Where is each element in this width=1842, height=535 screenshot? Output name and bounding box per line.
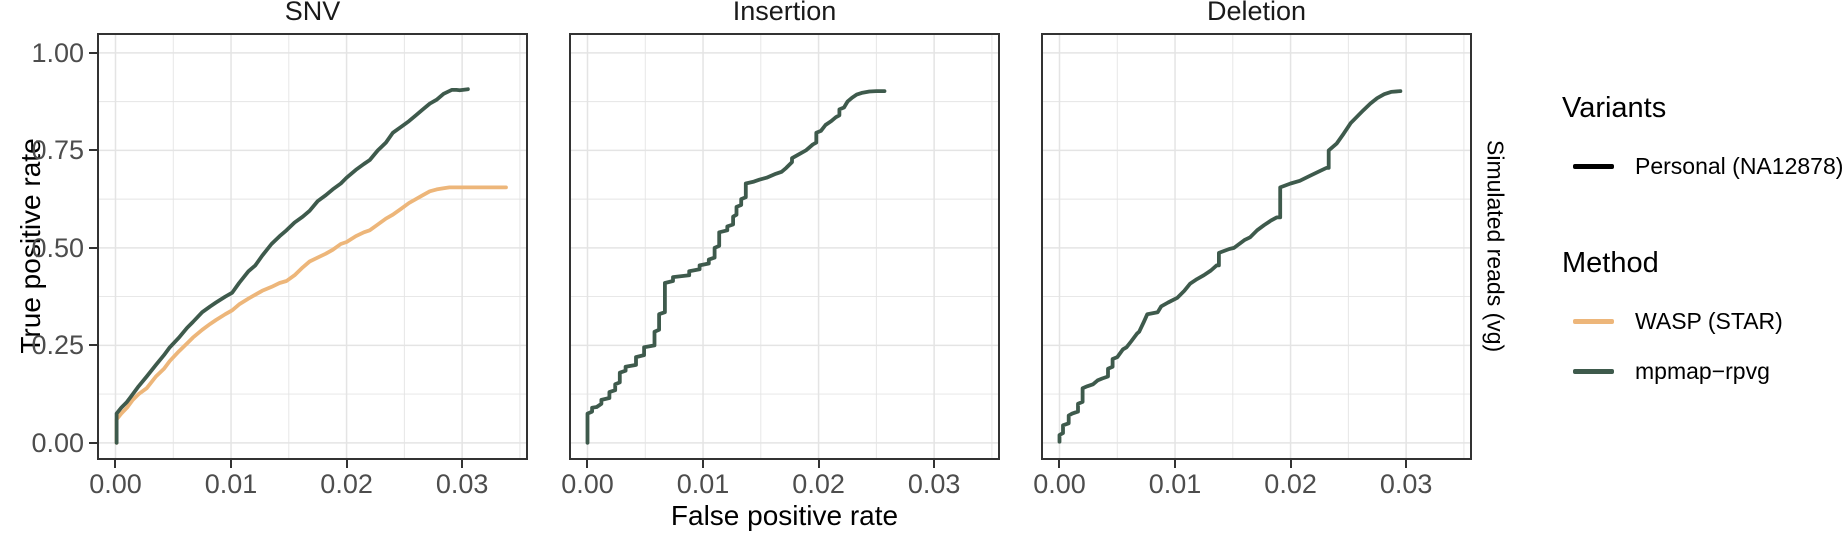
legend-item-personal: Personal (NA12878) <box>1562 151 1842 181</box>
x-axis-title: False positive rate <box>670 500 899 531</box>
y-tick-mark <box>89 51 97 54</box>
y-tick-mark <box>89 149 97 152</box>
y-tick-label: 0.75 <box>31 135 84 166</box>
panel-title-snv: SNV <box>284 0 341 26</box>
series-line-mpmap-rpvg <box>1057 89 1403 444</box>
x-tick-label: 0.03 <box>1379 469 1433 499</box>
panel-title-deletion: Deletion <box>1206 0 1307 26</box>
legend-key-mpmap-line <box>1573 368 1614 374</box>
x-tick-mark <box>1405 460 1408 468</box>
legend: Variants Personal (NA12878) Method WASP … <box>1562 0 1842 535</box>
panel-snv: SNV <box>97 0 528 535</box>
legend-key-personal-line <box>1573 163 1614 169</box>
x-tick-mark <box>1289 460 1292 468</box>
legend-label-personal: Personal (NA12878) <box>1635 152 1842 179</box>
panel-title-insertion: Insertion <box>732 0 837 26</box>
legend-label-wasp: WASP (STAR) <box>1635 307 1783 334</box>
x-tick-mark <box>461 460 464 468</box>
plot-area-snv <box>97 33 528 460</box>
x-tick-mark <box>586 460 589 468</box>
y-tick-label: 0.25 <box>31 330 84 361</box>
facet-strip-label: Simulated reads (vg) <box>1482 140 1509 353</box>
y-tick-mark <box>89 344 97 347</box>
y-tick-label: 1.00 <box>31 37 84 68</box>
plot-area-deletion <box>1041 33 1472 460</box>
x-tick-label: 0.00 <box>89 469 142 499</box>
series-line-wasp-star- <box>114 185 508 445</box>
x-tick-label: 0.02 <box>1264 469 1317 499</box>
panel-border <box>1041 33 1472 460</box>
x-tick-mark <box>230 460 233 468</box>
x-tick-label: 0.02 <box>320 469 373 499</box>
panel-border <box>569 33 1000 460</box>
x-tick-mark <box>933 460 936 468</box>
y-tick-label: 0.50 <box>31 232 84 263</box>
panel-border <box>97 33 528 460</box>
x-tick-label: 0.02 <box>792 469 845 499</box>
legend-title-method: Method <box>1562 247 1659 279</box>
x-tick-mark <box>1058 460 1061 468</box>
plot-area-insertion <box>569 33 1000 460</box>
x-tick-label: 0.01 <box>1148 469 1202 499</box>
legend-title-variants: Variants <box>1562 92 1667 124</box>
series-line-mpmap-rpvg <box>114 87 470 445</box>
series-line-mpmap-rpvg <box>585 89 887 445</box>
panel-insertion: Insertion <box>569 0 1000 535</box>
y-tick-mark <box>89 441 97 444</box>
legend-label-mpmap: mpmap−rpvg <box>1635 357 1770 384</box>
legend-key-wasp-line <box>1573 318 1614 324</box>
panel-deletion: Deletion <box>1041 0 1472 535</box>
x-tick-label: 0.01 <box>676 469 730 499</box>
y-tick-label: 0.00 <box>31 427 84 458</box>
x-tick-mark <box>817 460 820 468</box>
x-tick-label: 0.01 <box>204 469 258 499</box>
x-tick-label: 0.00 <box>1033 469 1086 499</box>
legend-item-wasp: WASP (STAR) <box>1562 306 1783 336</box>
y-tick-mark <box>89 246 97 249</box>
x-tick-label: 0.00 <box>561 469 614 499</box>
legend-item-mpmap: mpmap−rpvg <box>1562 356 1770 386</box>
x-tick-label: 0.03 <box>907 469 961 499</box>
x-tick-mark <box>1174 460 1177 468</box>
x-tick-mark <box>345 460 348 468</box>
x-tick-mark <box>114 460 117 468</box>
x-tick-label: 0.03 <box>435 469 489 499</box>
x-tick-mark <box>702 460 705 468</box>
